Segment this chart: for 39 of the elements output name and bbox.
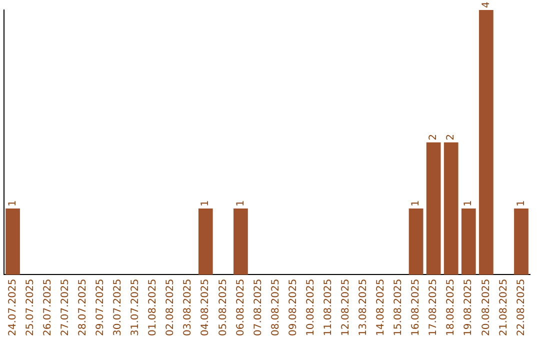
x-tick-label: 20.08.2025 <box>480 278 492 336</box>
data-label: 1 <box>410 200 422 207</box>
x-tick-label: 10.08.2025 <box>305 278 316 336</box>
data-label: 4 <box>480 2 492 8</box>
x-tick-label: 16.08.2025 <box>410 278 422 336</box>
x-tick-label: 11.08.2025 <box>322 278 334 336</box>
x-tick-label: 29.07.2025 <box>95 278 106 336</box>
x-tick-label: 30.07.2025 <box>112 278 124 336</box>
data-label: 1 <box>463 200 474 207</box>
x-tick-label: 03.08.2025 <box>182 278 194 336</box>
x-tick-label: 01.08.2025 <box>148 278 159 336</box>
data-label: 2 <box>428 134 440 140</box>
x-tick-label: 02.08.2025 <box>165 278 176 336</box>
x-tick-label: 24.07.2025 <box>7 278 18 336</box>
x-tick-label: 28.07.2025 <box>77 278 88 336</box>
x-tick-label: 25.07.2025 <box>24 278 36 336</box>
x-tick-label: 26.07.2025 <box>42 278 54 336</box>
x-tick-label: 19.08.2025 <box>463 278 474 336</box>
x-tick-label: 09.08.2025 <box>288 278 299 336</box>
x-tick-label: 12.08.2025 <box>340 278 352 336</box>
x-tick-label: 04.08.2025 <box>200 278 212 336</box>
x-tick-label: 14.08.2025 <box>376 278 387 336</box>
data-label: 1 <box>516 200 527 207</box>
x-tick-label: 13.08.2025 <box>358 278 370 336</box>
x-tick-label: 15.08.2025 <box>393 278 404 336</box>
x-tick-label: 22.08.2025 <box>516 278 527 336</box>
x-tick-label: 05.08.2025 <box>218 278 229 336</box>
x-tick-label: 07.08.2025 <box>252 278 264 336</box>
x-tick-label: 31.07.2025 <box>130 278 142 336</box>
x-tick-label: 21.08.2025 <box>498 278 510 336</box>
data-label: 1 <box>200 200 212 207</box>
x-tick-label: 27.07.2025 <box>60 278 71 336</box>
data-label: 2 <box>446 134 457 140</box>
data-label: 1 <box>235 200 246 207</box>
data-label: 1 <box>7 200 18 207</box>
x-tick-label: 17.08.2025 <box>428 278 440 336</box>
x-tick-label: 18.08.2025 <box>446 278 457 336</box>
x-tick-label: 08.08.2025 <box>270 278 282 336</box>
x-tick-label: 06.08.2025 <box>235 278 246 336</box>
